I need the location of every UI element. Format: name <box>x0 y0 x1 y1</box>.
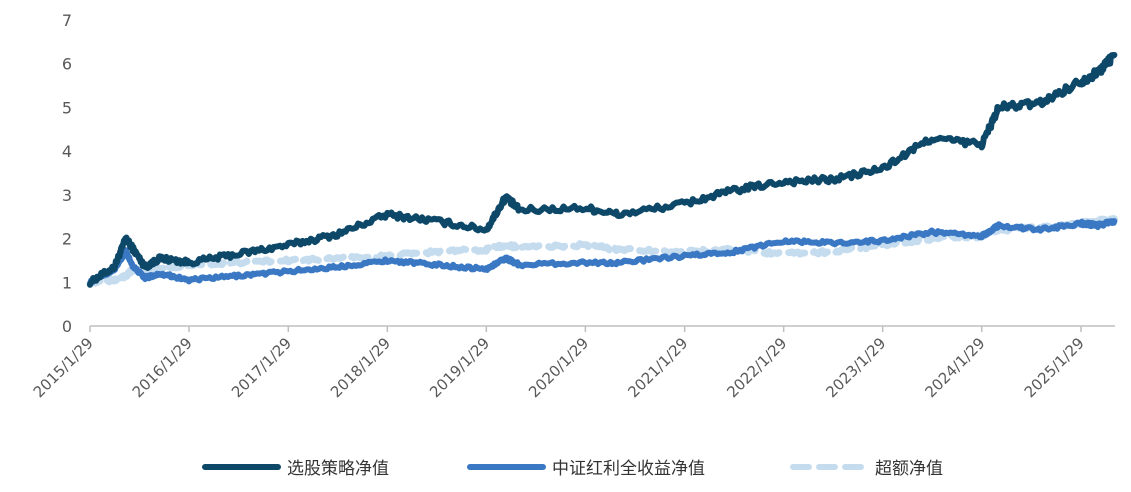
x-axis: 2015/1/29 2016/1/29 2017/1/29 2018/1/29 2019… <box>30 325 1115 401</box>
x-tick-label: 2016/1/29 <box>129 334 196 401</box>
legend: 选股策略净值 中证红利全收益净值 超额净值 <box>202 459 943 479</box>
dividend-index-nav-line <box>87 218 1118 287</box>
x-tick-label: 2017/1/29 <box>228 334 295 401</box>
x-tick-label: 2025/1/29 <box>1021 334 1088 401</box>
legend-label-excess: 超额净值 <box>875 459 943 479</box>
y-axis: 0 1 2 3 4 5 6 7 <box>62 11 72 336</box>
y-tick-label: 1 <box>62 273 72 292</box>
legend-item-dividend-index: 中证红利全收益净值 <box>467 459 705 479</box>
x-tick-label: 2024/1/29 <box>921 334 988 401</box>
y-tick-label: 3 <box>62 186 72 205</box>
legend-item-excess: 超额净值 <box>790 459 943 479</box>
x-tick-label: 2023/1/29 <box>822 334 889 401</box>
legend-item-strategy: 选股策略净值 <box>202 459 389 479</box>
x-tick-label: 2020/1/29 <box>525 334 592 401</box>
y-tick-label: 5 <box>62 98 72 117</box>
y-tick-label: 4 <box>62 142 72 161</box>
x-tick-label: 2021/1/29 <box>624 334 691 401</box>
legend-label-dividend-index: 中证红利全收益净值 <box>552 459 705 479</box>
y-tick-label: 2 <box>62 230 72 249</box>
x-tick-label: 2015/1/29 <box>30 334 97 401</box>
x-tick-label: 2019/1/29 <box>426 334 493 401</box>
x-tick-label: 2022/1/29 <box>723 334 790 401</box>
y-tick-label: 0 <box>62 317 72 336</box>
y-tick-label: 7 <box>62 11 72 30</box>
legend-label-strategy: 选股策略净值 <box>287 459 389 479</box>
plot-area <box>86 52 1118 288</box>
x-tick-label: 2018/1/29 <box>327 334 394 401</box>
strategy-nav-line <box>87 52 1118 288</box>
y-tick-label: 6 <box>62 55 72 74</box>
